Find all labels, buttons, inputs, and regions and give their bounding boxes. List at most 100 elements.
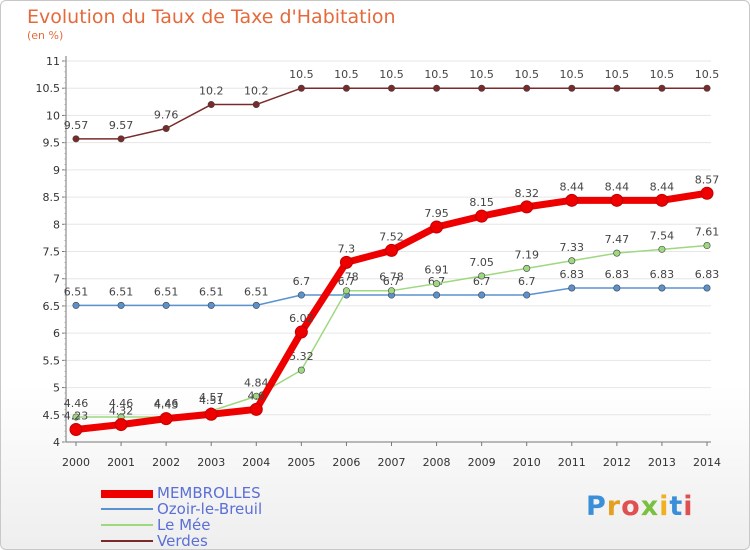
data-point-membrolles xyxy=(339,255,353,269)
data-label-le-m-e: 7.54 xyxy=(650,229,675,242)
data-label-verdes: 10.5 xyxy=(605,68,630,81)
data-label-verdes: 10.5 xyxy=(514,68,539,81)
x-tick-label: 2007 xyxy=(378,456,406,469)
legend-swatch-ozoir-le-breuil xyxy=(101,508,153,510)
logo-letter: i xyxy=(683,491,694,522)
data-point-membrolles xyxy=(700,186,714,200)
data-point-membrolles xyxy=(69,422,83,436)
data-label-membrolles: 7.3 xyxy=(338,242,356,255)
x-tick-label: 2014 xyxy=(693,456,721,469)
x-tick-label: 2002 xyxy=(152,456,180,469)
data-point-verdes xyxy=(252,101,260,109)
data-point-verdes xyxy=(433,84,441,92)
data-label-ozoir-le-breuil: 6.83 xyxy=(560,268,585,281)
data-point-ozoir-le-breuil xyxy=(297,291,305,299)
data-point-membrolles xyxy=(204,407,218,421)
y-tick-label: 6.5 xyxy=(43,300,61,313)
data-point-ozoir-le-breuil xyxy=(523,291,531,299)
data-point-ozoir-le-breuil xyxy=(478,291,486,299)
data-label-verdes: 9.57 xyxy=(109,119,134,132)
data-point-membrolles xyxy=(430,220,444,234)
data-point-le-m-e xyxy=(297,366,305,374)
logo-letter: r xyxy=(606,491,622,522)
data-point-membrolles xyxy=(475,209,489,223)
x-tick-label: 2005 xyxy=(287,456,315,469)
data-point-le-m-e xyxy=(478,272,486,280)
data-label-le-m-e: 7.19 xyxy=(514,248,539,261)
data-label-membrolles: 8.57 xyxy=(695,173,720,186)
data-label-ozoir-le-breuil: 6.51 xyxy=(109,285,134,298)
data-point-membrolles xyxy=(520,200,534,214)
data-label-ozoir-le-breuil: 6.7 xyxy=(338,275,356,288)
legend-swatch-membrolles xyxy=(101,490,153,498)
data-point-membrolles xyxy=(294,325,308,339)
y-tick-label: 11 xyxy=(46,55,60,68)
data-point-membrolles xyxy=(385,243,398,257)
data-label-membrolles: 4.23 xyxy=(64,409,89,422)
logo-letter: i xyxy=(659,491,670,522)
data-point-le-m-e xyxy=(658,245,666,253)
y-tick-label: 7.5 xyxy=(43,246,61,259)
data-point-verdes xyxy=(342,84,350,92)
legend-label-le-mee: Le Mée xyxy=(157,516,211,534)
data-label-membrolles: 8.32 xyxy=(514,187,539,200)
data-label-verdes: 10.5 xyxy=(469,68,494,81)
data-point-ozoir-le-breuil xyxy=(658,284,666,292)
y-tick-label: 9 xyxy=(53,164,60,177)
data-point-verdes xyxy=(613,84,621,92)
legend-label-membrolles: MEMBROLLES xyxy=(157,484,261,502)
series-line-membrolles xyxy=(75,189,708,433)
data-label-membrolles: 8.44 xyxy=(560,180,585,193)
data-label-le-m-e: 4.46 xyxy=(109,397,134,410)
data-point-verdes xyxy=(117,135,125,143)
y-tick-label: 7 xyxy=(53,273,60,286)
data-point-ozoir-le-breuil xyxy=(117,301,125,309)
x-tick-label: 2008 xyxy=(423,456,451,469)
x-tick-label: 2010 xyxy=(513,456,541,469)
data-label-membrolles: 7.95 xyxy=(424,207,449,220)
data-label-verdes: 9.57 xyxy=(64,119,89,132)
data-label-ozoir-le-breuil: 6.7 xyxy=(383,275,401,288)
data-label-verdes: 10.5 xyxy=(650,68,675,81)
x-tick-label: 2009 xyxy=(468,456,496,469)
data-label-ozoir-le-breuil: 6.83 xyxy=(605,268,630,281)
data-label-le-m-e: 5.32 xyxy=(289,350,314,363)
data-label-ozoir-le-breuil: 6.83 xyxy=(695,268,720,281)
data-label-verdes: 10.5 xyxy=(334,68,359,81)
logo-letter: P xyxy=(586,491,607,522)
data-point-le-m-e xyxy=(568,257,576,265)
data-label-le-m-e: 4.46 xyxy=(64,397,89,410)
logo-letter: t xyxy=(669,491,684,522)
y-tick-label: 5 xyxy=(53,382,60,395)
data-label-membrolles: 7.52 xyxy=(379,230,404,243)
data-label-le-m-e: 4.46 xyxy=(154,397,179,410)
y-tick-label: 4 xyxy=(53,436,60,449)
data-label-le-m-e: 6.78 xyxy=(379,271,404,284)
data-label-verdes: 9.76 xyxy=(154,108,179,121)
data-label-ozoir-le-breuil: 6.51 xyxy=(199,285,224,298)
data-point-ozoir-le-breuil xyxy=(162,301,170,309)
data-label-ozoir-le-breuil: 6.83 xyxy=(650,268,675,281)
data-label-membrolles: 4.6 xyxy=(248,389,266,402)
data-label-membrolles: 6.02 xyxy=(289,312,314,325)
proxiti-logo: Proxiti xyxy=(586,491,694,522)
data-point-ozoir-le-breuil xyxy=(72,301,80,309)
data-label-ozoir-le-breuil: 6.7 xyxy=(518,275,536,288)
data-label-verdes: 10.5 xyxy=(289,68,314,81)
data-label-le-m-e: 4.84 xyxy=(244,376,269,389)
data-label-le-m-e: 7.61 xyxy=(695,226,720,239)
legend-label-ozoir-le-breuil: Ozoir-le-Breuil xyxy=(157,500,263,518)
data-label-ozoir-le-breuil: 6.7 xyxy=(293,275,311,288)
data-label-le-m-e: 6.91 xyxy=(424,264,449,277)
data-point-membrolles xyxy=(565,193,579,207)
y-tick-label: 8.5 xyxy=(43,191,61,204)
chart-subtitle: (en %) xyxy=(27,29,64,42)
data-point-ozoir-le-breuil xyxy=(252,301,260,309)
x-tick-label: 2013 xyxy=(648,456,676,469)
y-tick-label: 6 xyxy=(53,327,60,340)
data-point-le-m-e xyxy=(703,242,711,250)
data-label-verdes: 10.5 xyxy=(424,68,449,81)
legend-swatch-le-mee xyxy=(101,524,153,526)
data-point-ozoir-le-breuil xyxy=(568,284,576,292)
